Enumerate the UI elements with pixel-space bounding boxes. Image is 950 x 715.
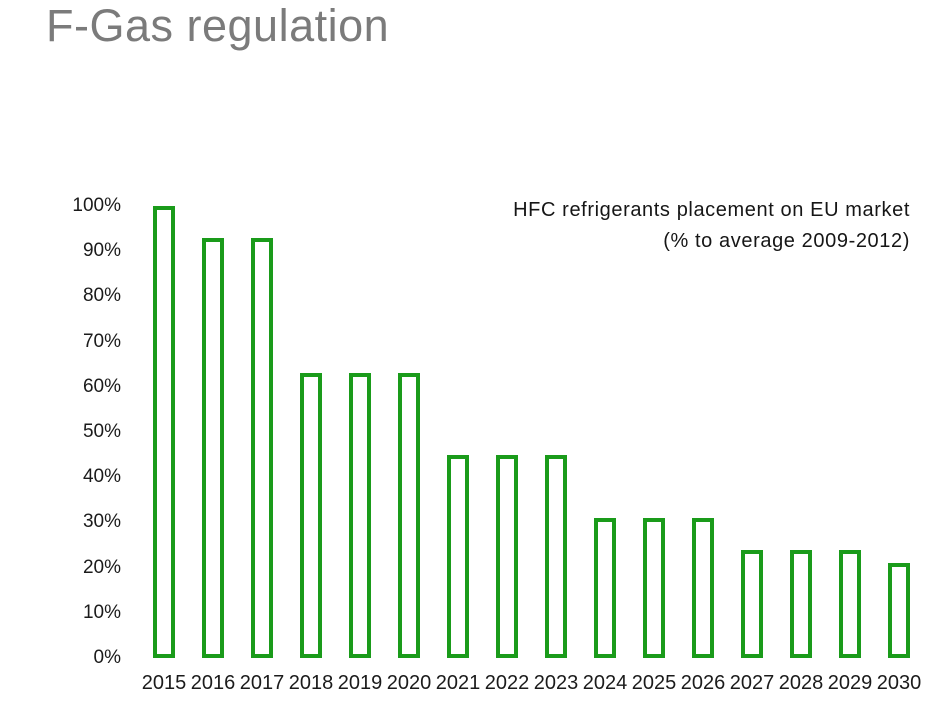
y-axis-tick-label: 0% [93, 647, 121, 668]
bar-2017 [251, 238, 273, 658]
x-axis-tick-label: 2027 [729, 672, 775, 694]
bar-2025 [643, 518, 665, 658]
y-axis-tick-label: 10% [82, 601, 121, 623]
bar-2020 [398, 373, 420, 658]
chart-title: HFC refrigerants placement on EU market … [513, 195, 910, 257]
bar-2018 [300, 373, 322, 658]
x-axis-tick-label: 2017 [239, 672, 285, 694]
chart-title-line1: HFC refrigerants placement on EU market [513, 199, 910, 221]
y-axis-tick-label: 20% [82, 556, 121, 578]
bar-2019 [349, 373, 371, 658]
bar-2022 [496, 455, 518, 658]
y-axis-tick-label: 100% [72, 195, 121, 216]
y-axis-tick-label: 40% [82, 466, 121, 488]
bar-2015 [153, 206, 175, 658]
y-axis-tick-label: 90% [82, 240, 121, 262]
y-axis-tick-label: 70% [82, 330, 121, 352]
y-axis-tick-label: 60% [82, 375, 121, 397]
x-axis-tick-label: 2020 [386, 672, 432, 694]
chart-title-line2: (% to average 2009-2012) [663, 230, 910, 252]
bar-2027 [741, 550, 763, 658]
y-axis-tick-label: 80% [82, 285, 121, 307]
x-axis-tick-label: 2018 [288, 672, 334, 694]
bar-2026 [692, 518, 714, 658]
x-axis-tick-label: 2019 [337, 672, 383, 694]
x-axis-tick-label: 2024 [582, 672, 628, 694]
page-title: F-Gas regulation [46, 0, 390, 51]
y-axis-tick-label: 50% [82, 421, 121, 442]
x-axis-tick-label: 2029 [827, 672, 873, 694]
bar-2023 [545, 455, 567, 658]
y-axis-tick-label: 30% [82, 511, 121, 533]
bar-2030 [888, 563, 910, 658]
x-axis-tick-label: 2023 [533, 672, 579, 694]
x-axis-tick-label: 2021 [435, 672, 481, 694]
x-axis-tick-label: 2025 [631, 672, 677, 694]
x-axis-tick-label: 2022 [484, 672, 530, 694]
x-axis-tick-label: 2016 [190, 672, 236, 694]
bar-2016 [202, 238, 224, 658]
bar-2021 [447, 455, 469, 658]
x-axis-tick-label: 2028 [778, 672, 824, 694]
bar-2029 [839, 550, 861, 658]
x-axis-tick-label: 2030 [876, 672, 922, 694]
x-axis-tick-label: 2015 [141, 672, 187, 694]
bar-2024 [594, 518, 616, 658]
bar-2028 [790, 550, 812, 658]
x-axis-tick-label: 2026 [680, 672, 726, 694]
